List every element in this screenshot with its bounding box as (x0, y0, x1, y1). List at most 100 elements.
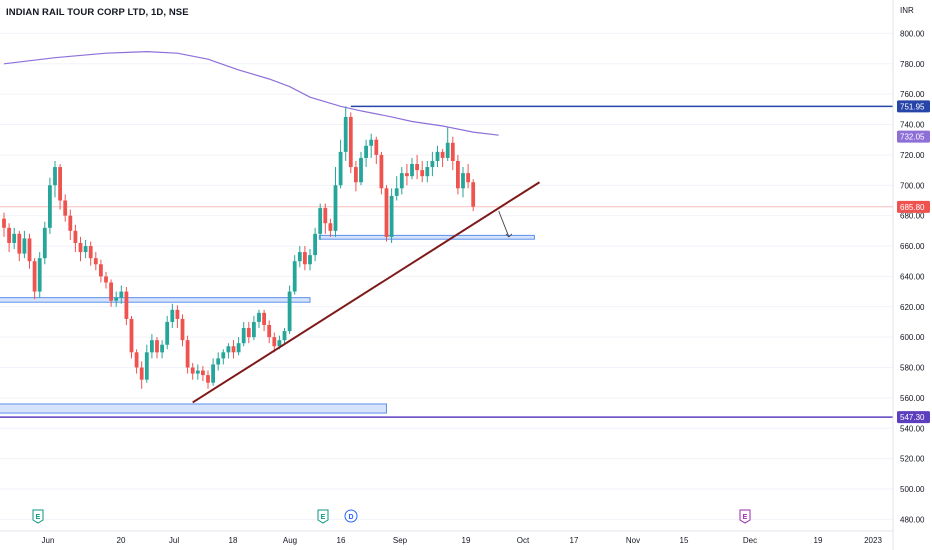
candle-body (226, 346, 231, 353)
candle-body (318, 208, 323, 234)
candle-body (48, 185, 52, 228)
candle (456, 154, 460, 195)
candle (399, 167, 404, 195)
candle-body (379, 154, 384, 189)
candle-body (119, 291, 124, 298)
candle-body (134, 352, 139, 368)
candle-body (7, 227, 11, 243)
candle-body (272, 337, 277, 347)
y-tick-label: 560.00 (900, 394, 925, 403)
event-marker-shape (739, 509, 751, 524)
candle (221, 349, 226, 365)
chart-title: INDIAN RAIL TOUR CORP LTD, 1D, NSE (6, 7, 189, 18)
candle (150, 334, 154, 359)
candle (32, 258, 37, 300)
candle-body (374, 139, 379, 155)
candle-body (420, 170, 425, 177)
y-tick-label: 660.00 (900, 242, 925, 251)
x-tick-label: Jun (42, 536, 55, 545)
candle (53, 160, 57, 198)
candle-body (333, 185, 338, 231)
candle-body (180, 318, 185, 341)
candle-body (42, 227, 47, 259)
y-tick-label: 640.00 (900, 272, 925, 281)
y-tick-label: 520.00 (900, 455, 925, 464)
candle (206, 370, 210, 389)
candle (364, 139, 368, 168)
candle (241, 321, 246, 347)
y-tick-label: 740.00 (900, 121, 925, 130)
candle (160, 340, 164, 359)
candle (328, 218, 333, 237)
price-zone (0, 403, 387, 414)
event-marker-d: D (344, 509, 358, 523)
candle-body (471, 182, 476, 207)
candle (415, 154, 419, 180)
x-tick-label: 19 (814, 536, 823, 545)
candle (134, 349, 139, 374)
y-tick-label: 480.00 (900, 515, 925, 524)
candle-body (297, 252, 302, 262)
candle (282, 328, 287, 344)
candle-body (160, 344, 164, 353)
candle-body (83, 246, 88, 253)
candle-body (129, 318, 134, 353)
candle-body (369, 139, 374, 146)
candle (22, 230, 27, 259)
candle-body (348, 116, 353, 168)
candle (287, 285, 292, 335)
y-tick-label: 720.00 (900, 151, 925, 160)
price-badge-text: 732.05 (900, 133, 925, 142)
x-tick-label: 19 (462, 536, 471, 545)
currency-label: INR (900, 6, 914, 15)
candle-body (313, 233, 317, 256)
candle (471, 179, 476, 212)
candle-body (170, 309, 175, 322)
x-tick-label: Dec (743, 536, 757, 545)
candle-body (37, 258, 42, 292)
price-badge-box (897, 130, 930, 143)
candle-body (236, 343, 241, 353)
candle (318, 203, 323, 240)
candle (180, 314, 185, 347)
candle (430, 151, 435, 177)
candle-body (175, 309, 180, 319)
candle-body (53, 167, 57, 186)
y-tick-label: 780.00 (900, 60, 925, 69)
candle-body (364, 145, 368, 158)
candle (405, 164, 409, 186)
candle (7, 223, 11, 253)
y-tick-label: 760.00 (900, 90, 925, 99)
candle (343, 106, 348, 161)
candle-body (78, 242, 83, 253)
candle-body (394, 188, 399, 196)
x-tick-label: Aug (283, 536, 297, 545)
candle-body (410, 164, 414, 177)
price-badge-box (897, 200, 930, 213)
candle (359, 151, 363, 186)
price-badge-ma-value: 732.05 (897, 130, 930, 143)
candle-body (17, 233, 22, 254)
candle (410, 157, 414, 180)
candle-body (88, 246, 93, 259)
candle-body (216, 358, 221, 365)
candle (450, 136, 455, 171)
candle-body (354, 167, 358, 183)
projection-arrow-head (505, 233, 513, 238)
candle (2, 212, 6, 237)
candle (257, 309, 261, 329)
candle-body (32, 261, 37, 292)
candle-body (262, 312, 266, 325)
candle (323, 203, 328, 234)
price-badge-box (897, 411, 930, 424)
candle (42, 221, 47, 265)
event-marker-shape (32, 509, 44, 524)
candle (12, 227, 17, 250)
candle (144, 344, 149, 383)
candle-body (399, 173, 404, 189)
candle (420, 160, 425, 183)
price-badge-last-price: 685.80 (897, 200, 930, 213)
candle-body (461, 173, 465, 189)
candle-body (415, 164, 419, 171)
